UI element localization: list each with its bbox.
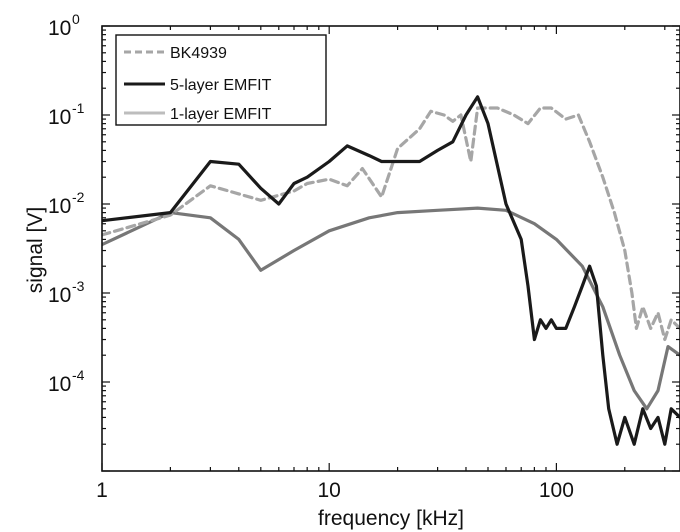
x-axis-label: frequency [kHz] [318,507,464,530]
legend-label-1-layer: 1-layer EMFIT [170,106,272,123]
y-tick-label-base: 10 [48,17,71,40]
y-tick-label: 10 0 [48,11,80,40]
legend-label-bk4939: BK4939 [170,45,227,62]
legend-label-5-layer: 5-layer EMFIT [170,77,272,94]
series-line-bk4939 [102,106,680,342]
y-axis-label: signal [V] [24,207,47,293]
x-tick-label: 100 [539,479,574,502]
y-tick-label: 10 -3 [48,278,85,307]
x-tick-label: 1 [96,479,108,502]
legend: BK4939 5-layer EMFIT 1-layer EMFIT [115,34,327,126]
y-tick-label-exponent: -2 [72,189,85,205]
y-tick-label: 10 -4 [48,367,85,396]
y-tick-label: 10 -2 [48,189,85,218]
y-tick-label-exponent: -4 [72,367,85,383]
y-tick-label-exponent: -3 [72,278,85,294]
y-tick-label: 10 -1 [48,100,85,129]
y-tick-label-base: 10 [48,106,71,129]
x-tick-label: 10 [318,479,341,502]
y-tick-label-exponent: 0 [72,11,80,27]
y-tick-label-base: 10 [48,195,71,218]
y-tick-label-exponent: -1 [72,100,85,116]
y-tick-label-base: 10 [48,284,71,307]
series-line-5-layer-emfit [102,95,680,446]
series-line-1-layer-emfit [102,206,680,411]
y-tick-label-base: 10 [48,373,71,396]
plot-frame [101,25,680,472]
legend-box [115,34,327,126]
series-layer [102,95,680,446]
